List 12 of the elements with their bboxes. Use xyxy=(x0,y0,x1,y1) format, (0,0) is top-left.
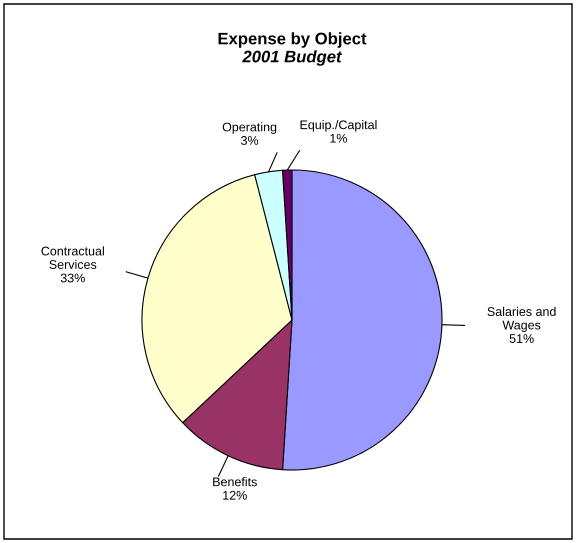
data-label: 51% xyxy=(510,334,534,343)
slice-label: Equip./Capital xyxy=(300,120,376,132)
data-label: 3% xyxy=(241,136,258,145)
data-label: 12% xyxy=(223,490,247,500)
data-label: 1% xyxy=(330,134,347,143)
slice-label: Operating xyxy=(222,122,276,134)
chart-title: Expense by Object xyxy=(218,32,366,48)
data-label: 33% xyxy=(60,274,85,282)
legend-label: Salaries and Wages xyxy=(487,306,556,332)
chart-subtitle: 2001 Budget xyxy=(242,50,342,66)
slice-label: Contractual Services xyxy=(41,246,104,269)
slice-label: Benefits xyxy=(213,477,257,486)
